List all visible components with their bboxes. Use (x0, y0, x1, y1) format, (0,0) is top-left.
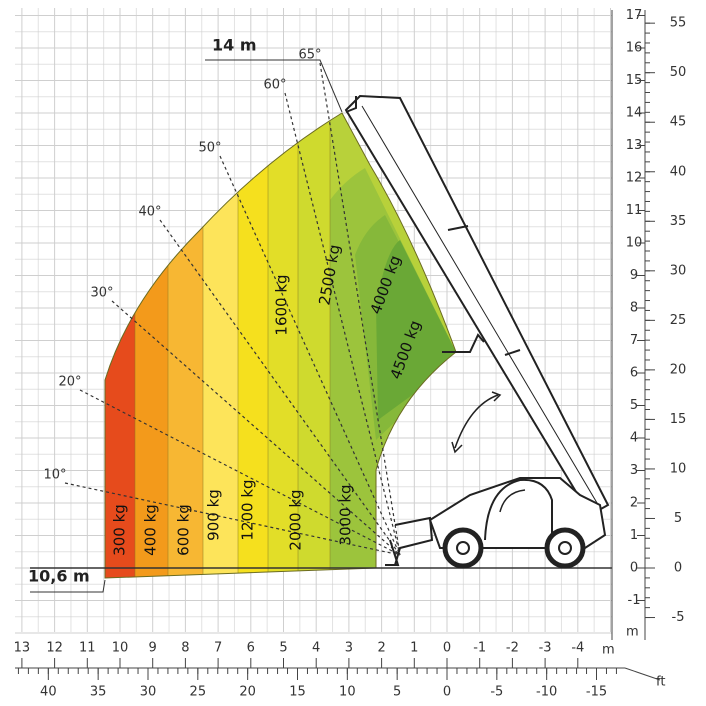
max-reach: 10,6 m (28, 567, 90, 586)
right-m-label: 6 (630, 366, 638, 381)
bottom-m-unit: m (602, 643, 615, 658)
right-m-label: 0 (630, 561, 638, 576)
load-label: 1600 kg (273, 274, 291, 335)
right-m-label: 8 (630, 301, 638, 316)
right-ft-label: 0 (674, 561, 682, 576)
bottom-m-label: 12 (46, 641, 63, 656)
bottom-m-label: 1 (410, 641, 418, 656)
bottom-m-label: 6 (247, 641, 255, 656)
bottom-ft-label: 25 (190, 685, 207, 700)
bottom-m-label: -1 (473, 641, 486, 656)
right-ft-label: 15 (670, 412, 687, 427)
right-ft-label: 5 (674, 511, 682, 526)
right-ft-label: 45 (670, 115, 687, 130)
load-label: 900 kg (205, 489, 223, 541)
bottom-ft-label: 15 (289, 685, 306, 700)
bottom-m-label: 10 (112, 641, 129, 656)
angle-label: 20° (58, 375, 81, 390)
angle-label: 40° (138, 205, 161, 220)
right-unit: m (626, 625, 639, 640)
bottom-m-label: -2 (506, 641, 519, 656)
bottom-ft-label: 40 (40, 685, 57, 700)
bottom-ft-label: -10 (536, 685, 557, 700)
bottom-ft-label: -15 (586, 685, 607, 700)
angle-label: 60° (263, 78, 286, 93)
bottom-ft-label: 20 (239, 685, 256, 700)
max-height: 14 m (212, 36, 257, 55)
angle-label: 10° (43, 468, 66, 483)
bottom-m-label: 0 (443, 641, 451, 656)
bottom-ft-label: 5 (393, 685, 401, 700)
bottom-ft-label: 30 (140, 685, 157, 700)
bottom-m-label: -4 (571, 641, 584, 656)
bottom-m-label: 7 (214, 641, 222, 656)
bottom-ft-label: 0 (443, 685, 451, 700)
bottom-m-label: 11 (79, 641, 96, 656)
right-ft-label: 25 (670, 313, 687, 328)
ft-leader (625, 668, 660, 680)
bottom-ft-label: 10 (339, 685, 356, 700)
right-m-label: 4 (630, 431, 638, 446)
bottom-m-label: 4 (312, 641, 320, 656)
bottom-ft-label: 35 (90, 685, 107, 700)
bottom-m-label: 8 (181, 641, 189, 656)
bottom-m-label: 5 (279, 641, 287, 656)
load-label: 1200 kg (239, 479, 257, 540)
right-m-label: 5 (630, 398, 638, 413)
bottom-ft-label: -5 (490, 685, 503, 700)
load-label: 600 kg (175, 504, 193, 556)
load-label: 2000 kg (287, 489, 305, 550)
bottom-m-label: -3 (539, 641, 552, 656)
bottom-ft-unit: ft (656, 675, 665, 690)
bottom-m-label: 9 (149, 641, 157, 656)
right-m-label: 3 (630, 463, 638, 478)
right-ft-label: 35 (670, 214, 687, 229)
bottom-m-label: 3 (345, 641, 353, 656)
angle-label: 30° (90, 286, 113, 301)
load-label: 300 kg (111, 504, 129, 556)
bottom-m-label: 13 (14, 641, 31, 656)
load-chart: 65°60°50°40°30°20°10° 300 kg400 kg600 kg… (0, 0, 706, 706)
load-label: 400 kg (142, 504, 160, 556)
right-ft-label: 20 (670, 362, 687, 377)
right-ft-label: 55 (670, 16, 687, 31)
right-ft-label: 40 (670, 164, 687, 179)
bottom-m-label: 2 (377, 641, 385, 656)
right-m-label: 9 (630, 268, 638, 283)
right-m-label: 7 (630, 333, 638, 348)
right-m-label: 2 (630, 496, 638, 511)
right-m-label: 1 (630, 528, 638, 543)
angle-label: 50° (198, 141, 221, 156)
right-ft-label: 50 (670, 65, 687, 80)
right-ft-label: 30 (670, 263, 687, 278)
load-label: 3000 kg (337, 484, 355, 545)
right-ft-label: 10 (670, 461, 687, 476)
right-ft-label: -5 (672, 610, 685, 625)
